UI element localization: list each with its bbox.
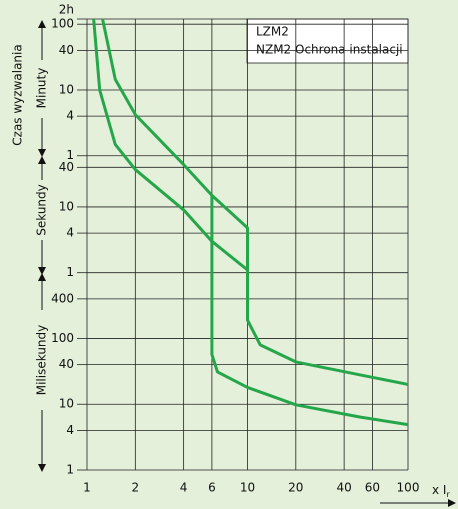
y-tick-label: 1 bbox=[66, 148, 74, 162]
x-tick-label: 100 bbox=[397, 481, 420, 495]
section-label: Milisekundy bbox=[35, 325, 49, 396]
annotation: LZM2 bbox=[256, 25, 289, 39]
y-tick-label: 400 bbox=[51, 291, 74, 305]
x-tick-label: 1 bbox=[83, 481, 91, 495]
x-tick-label: 6 bbox=[208, 481, 216, 495]
y-tick-label: 1 bbox=[66, 463, 74, 477]
y-tick-label: 10 bbox=[59, 397, 74, 411]
curve bbox=[210, 195, 409, 427]
section-label: Minuty bbox=[35, 68, 49, 109]
x-tick-label: 4 bbox=[180, 481, 188, 495]
x-tick-label: 20 bbox=[288, 481, 303, 495]
x-tick-label: 10 bbox=[240, 481, 255, 495]
y-tick-label: 10 bbox=[59, 199, 74, 213]
y-tick-label: 10 bbox=[59, 82, 74, 96]
y-tick-label: 100 bbox=[51, 331, 74, 345]
x-axis-label: x Ir bbox=[432, 483, 450, 499]
y-tick-label: 40 bbox=[59, 357, 74, 371]
legend-box bbox=[246, 18, 409, 64]
curve bbox=[92, 18, 249, 272]
y-tick-label: 40 bbox=[59, 43, 74, 57]
x-tick-label: 40 bbox=[336, 481, 351, 495]
section-label: Sekundy bbox=[35, 184, 49, 236]
curve bbox=[101, 18, 409, 386]
y-tick-label: 4 bbox=[66, 109, 74, 123]
y-tick-label: 2h bbox=[59, 3, 74, 17]
y-axis-label: Czas wyzwalania bbox=[11, 44, 25, 145]
y-tick-label: 4 bbox=[66, 226, 74, 240]
y-tick-label: 40 bbox=[59, 160, 74, 174]
annotation: NZM2 Ochrona instalacji bbox=[256, 43, 403, 57]
x-tick-label: 2 bbox=[131, 481, 139, 495]
y-tick-label: 1 bbox=[66, 265, 74, 279]
y-tick-label: 4 bbox=[66, 423, 74, 437]
y-tick-label: 100 bbox=[51, 17, 74, 31]
x-tick-label: 60 bbox=[365, 481, 380, 495]
